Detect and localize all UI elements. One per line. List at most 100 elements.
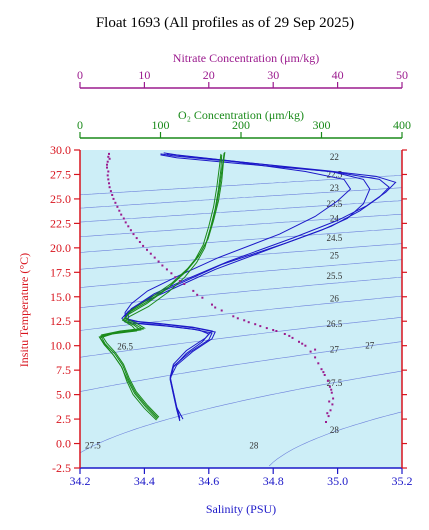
density-contour [268,411,403,467]
nitrate-point [265,327,268,330]
density-contour [79,200,403,223]
nitrate-axis-tick-label: 50 [396,68,408,82]
density-contour [79,243,403,270]
salinity-profile [127,152,397,420]
nitrate-point [116,205,119,208]
density-label: 28 [249,440,259,450]
nitrate-point [314,348,317,351]
nitrate-axis-tick-label: 20 [203,68,215,82]
density-label: 26 [330,294,340,304]
oxygen-axis-tick-label: 100 [152,118,170,132]
nitrate-point [323,374,326,376]
nitrate-point [243,319,246,322]
salinity-profile [124,153,352,419]
nitrate-point [259,325,262,328]
nitrate-point [309,350,312,353]
density-label: 26.5 [327,319,343,329]
nitrate-point [120,213,123,216]
nitrate-point [106,160,109,163]
nitrate-point [165,268,168,271]
nitrate-point [298,340,300,343]
nitrate-point [201,296,204,299]
nitrate-point [283,333,286,335]
density-label: 23.5 [327,199,343,209]
nitrate-point [328,385,331,388]
temperature-axis-tick-label: 27.5 [50,167,71,181]
oxygen-profile [100,151,226,418]
nitrate-point [112,197,115,200]
nitrate-point [135,237,138,240]
nitrate-point [214,306,217,309]
salinity-profile [124,153,390,421]
density-label: 25 [330,251,340,261]
nitrate-point [111,194,114,196]
density-label: 26.5 [117,342,133,352]
nitrate-point [114,201,117,204]
nitrate-point [153,256,156,259]
nitrate-point [326,412,329,415]
nitrate-point [220,309,223,312]
density-label: 27 [330,345,340,355]
density-contour [79,370,403,454]
nitrate-point [108,157,111,160]
density-label: 24.5 [327,233,343,243]
density-label: 27.5 [327,378,343,388]
nitrate-point [109,190,112,193]
nitrate-point [327,415,330,418]
nitrate-point [146,248,148,251]
nitrate-point [301,342,304,345]
nitrate-point [124,221,127,224]
oxygen-axis-tick-label: 0 [77,118,83,132]
nitrate-point [236,317,239,320]
salinity-axis-tick-label: 34.2 [70,474,91,488]
nitrate-axis-title: Nitrate Concentration (μm/kg) [173,51,319,65]
nitrate-point [107,155,110,158]
nitrate-point [254,323,257,326]
axes: 0 10 20 30 40 50 0 100 200 300 400 34.2 34.4 34.6 34.8… [50,68,413,488]
nitrate-point [132,233,135,236]
temperature-axis-tick-label: 30.0 [50,143,71,157]
nitrate-point [328,400,331,403]
density-label: 22 [330,152,339,162]
nitrate-point [322,371,325,374]
density-contour [79,341,403,392]
salinity-axis-tick-label: 34.6 [198,474,219,488]
oxygen-axis-tick-label: 400 [393,118,411,132]
nitrate-point [106,174,109,177]
density-label: 27.5 [85,440,101,450]
temperature-axis-tick-label: 5.0 [56,388,71,402]
nitrate-point [118,209,121,212]
nitrate-point [178,280,181,283]
oxygen-profile [100,152,225,419]
nitrate-axis-tick-label: 30 [267,68,279,82]
salinity-axis-title: Salinity (PSU) [206,502,276,516]
temperature-axis-tick-label: 2.5 [56,412,71,426]
nitrate-point [332,397,335,400]
oxygen-axis-title: O₂ Concentration (μm/kg) [178,108,304,122]
temperature-axis-tick-label: 0.0 [56,437,71,451]
temperature-axis-tick-label: 15.0 [50,290,71,304]
nitrate-point [122,217,125,220]
density-contour [79,259,403,288]
density-label: 23 [330,183,340,193]
nitrate-point [157,260,160,263]
temperature-axis-tick-label: 17.5 [50,265,71,279]
nitrate-point [325,421,327,423]
nitrate-point [326,379,329,382]
salinity-axis-tick-label: 35.0 [327,474,348,488]
salinity-axis-tick-label: 34.8 [263,474,284,488]
nitrate-point [107,170,110,173]
nitrate-point [330,391,333,394]
density-label: 27 [365,341,375,351]
temperature-axis-tick-label: 10.0 [50,339,71,353]
density-label: 24 [330,213,340,223]
nitrate-point [320,368,323,371]
nitrate-point [275,330,278,332]
nitrate-axis-tick-label: 40 [332,68,344,82]
nitrate-point [232,315,235,318]
temperature-axis-tick-label: 22.5 [50,216,71,230]
density-label: 22.5 [327,169,343,179]
nitrate-point [108,186,111,189]
nitrate-point [272,329,275,331]
